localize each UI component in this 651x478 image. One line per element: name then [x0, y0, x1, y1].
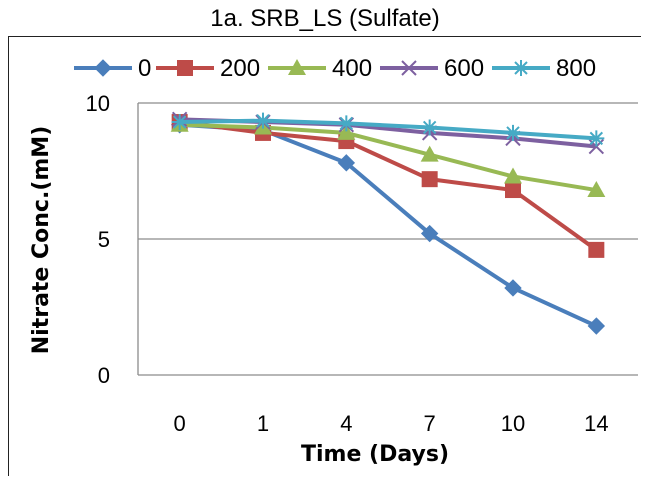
data-point-0-14 — [587, 317, 606, 335]
data-point-800-7 — [421, 119, 438, 136]
x-tick-label-14: 14 — [584, 411, 608, 436]
y-tick-label-5: 5 — [98, 227, 110, 252]
legend-marker-800 — [513, 60, 529, 76]
series-line-200 — [179, 120, 598, 252]
legend-item-400: 400 — [268, 55, 372, 82]
data-point-800-0 — [171, 114, 188, 131]
x-tick-label-4: 4 — [340, 411, 352, 436]
series-line-0 — [179, 122, 598, 328]
data-point-400-7 — [420, 145, 439, 162]
data-point-0-7 — [420, 224, 439, 243]
legend-item-800: 800 — [492, 55, 596, 82]
series-800 — [171, 112, 605, 147]
x-tick-label-7: 7 — [424, 411, 436, 436]
legend-item-0: 0 — [74, 55, 151, 82]
legend-label-600: 600 — [444, 55, 484, 82]
data-point-800-14 — [588, 130, 605, 147]
legend-marker-400 — [288, 59, 306, 75]
data-point-400-14 — [587, 181, 606, 198]
legend-item-200: 200 — [156, 55, 260, 82]
y-tick-label-0: 0 — [98, 363, 110, 388]
legend-label-400: 400 — [332, 55, 372, 82]
chart-frame — [8, 36, 641, 476]
legend-label-800: 800 — [556, 55, 596, 82]
y-tick-label-10: 10 — [86, 91, 110, 116]
data-point-400-4 — [337, 123, 356, 140]
data-point-400-10 — [504, 167, 522, 184]
data-point-200-14 — [588, 241, 605, 258]
legend-label-200: 200 — [220, 55, 260, 82]
series-line-400 — [179, 122, 597, 193]
legend: 0 200 400 600 800 — [74, 55, 596, 82]
legend-item-600: 600 — [380, 55, 484, 82]
data-point-0-4 — [337, 154, 356, 172]
data-point-0-10 — [504, 279, 522, 297]
legend-marker-200 — [177, 60, 193, 76]
data-point-200-7 — [421, 171, 438, 188]
y-axis-title: Nitrate Conc.(mM) — [29, 126, 54, 355]
legend-label-0: 0 — [138, 55, 151, 82]
data-point-800-10 — [505, 124, 521, 141]
data-point-800-4 — [338, 115, 355, 132]
legend-marker-600 — [401, 60, 417, 76]
legend-marker-0 — [94, 59, 112, 77]
data-point-800-1 — [255, 112, 271, 129]
chart-title: 1a. SRB_LS (Sulfate) — [210, 5, 439, 32]
series-line-800 — [179, 118, 597, 141]
x-tick-label-10: 10 — [501, 411, 525, 436]
x-tick-label-1: 1 — [257, 411, 269, 436]
x-axis-title: Time (Days) — [301, 442, 449, 467]
x-tick-label-0: 0 — [174, 411, 186, 436]
series-0 — [170, 116, 606, 335]
data-point-200-10 — [505, 182, 521, 199]
